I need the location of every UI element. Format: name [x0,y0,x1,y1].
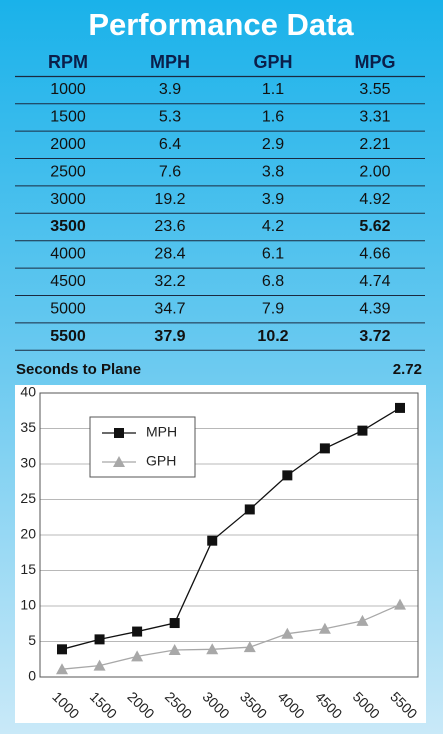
table-cell: 1.6 [262,109,284,126]
point-marker [114,428,124,438]
point-marker [357,425,368,436]
y-tick-label: 10 [20,597,36,613]
table-cell: 2.21 [359,136,390,153]
point-marker [169,618,180,629]
table-cell: 6.1 [262,246,284,263]
series-line [61,407,401,650]
table-cell: 2.00 [359,163,390,180]
table-cell: 6.4 [159,136,181,153]
plot-frame [39,392,419,678]
point-marker [94,634,105,645]
point-marker [56,663,68,675]
table-cell: 10.2 [257,328,288,345]
legend-label: MPH [146,424,177,440]
table-cell: 34.7 [154,300,185,317]
point-marker [207,535,218,546]
legend-label: GPH [146,453,176,469]
y-tick-label: 0 [28,668,36,684]
table-cell: 1000 [50,81,86,98]
table-cell: 4.39 [359,300,390,317]
table-cell: 3.55 [359,81,390,98]
point-marker [394,598,406,610]
legend-box [89,416,196,478]
table-cell: 5500 [50,328,86,345]
point-marker [319,443,330,454]
table-cell: 4.74 [359,273,390,290]
y-tick-label: 20 [20,526,36,542]
point-marker [282,470,293,481]
y-tick-label: 25 [20,490,36,506]
table-cell: 37.9 [154,328,185,345]
table-cell: 3.9 [159,81,181,98]
table-cell: 3000 [50,191,86,208]
y-tick-label: 15 [20,561,36,577]
point-marker [281,627,294,639]
y-tick-label: 30 [20,455,36,471]
point-marker [356,614,369,626]
point-marker [206,643,219,655]
y-tick-label: 35 [20,419,36,435]
table-cell: 2000 [50,136,86,153]
table-cell: 3500 [50,218,86,235]
series-line [61,603,401,670]
table-cell: 3.72 [359,328,390,345]
point-marker [395,402,405,413]
table-header: MPG [354,52,395,72]
table-cell: 4.92 [359,191,390,208]
table-cell: 3.8 [262,163,284,180]
point-marker [244,504,255,515]
table-cell: 2500 [50,163,86,180]
table-header: RPM [48,52,88,72]
table-header: GPH [253,52,292,72]
plane-value: 2.72 [393,361,422,378]
point-marker [132,626,143,637]
y-tick-label: 40 [20,384,36,400]
point-marker [243,641,256,653]
table-cell: 23.6 [154,218,185,235]
point-marker [93,659,106,671]
table-cell: 6.8 [262,273,284,290]
table-cell: 3.31 [359,109,390,126]
chart-panel [15,385,426,723]
table-cell: 5000 [50,300,86,317]
page-title: Performance Data [88,7,354,42]
table-cell: 28.4 [154,246,185,263]
table-cell: 4.66 [359,246,390,263]
table-cell: 4500 [50,273,86,290]
table-cell: 4.2 [262,218,284,235]
y-tick-label: 5 [28,632,36,648]
table-cell: 7.6 [159,163,181,180]
table-cell: 1500 [50,109,86,126]
point-marker [131,650,144,662]
table-cell: 19.2 [154,191,185,208]
table-cell: 2.9 [262,136,284,153]
point-marker [318,622,331,634]
point-marker [168,644,181,656]
point-marker [57,644,67,655]
table-cell: 5.62 [359,218,390,235]
table-cell: 1.1 [262,81,284,98]
table-header: MPH [150,52,190,72]
table-cell: 5.3 [159,109,181,126]
table-cell: 3.9 [262,191,284,208]
table-cell: 7.9 [262,300,284,317]
point-marker [113,456,125,467]
table-cell: 4000 [50,246,86,263]
table-cell: 32.2 [154,273,185,290]
plane-label: Seconds to Plane [16,361,141,378]
